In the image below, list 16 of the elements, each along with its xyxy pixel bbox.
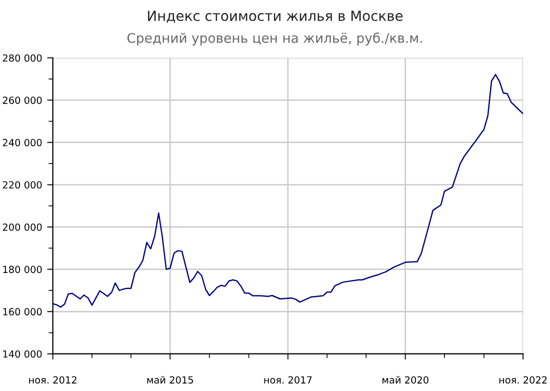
- chart-subtitle: Средний уровень цен на жильё, руб./кв.м.: [127, 32, 422, 46]
- x-tick-label: ноя. 2012: [29, 376, 76, 384]
- y-tick-label: 180 000: [3, 266, 42, 274]
- x-tick-label: ноя. 2017: [264, 376, 312, 384]
- x-tick-label: май 2015: [147, 376, 193, 384]
- x-tick-label: ноя. 2022: [499, 376, 547, 384]
- y-tick-label: 220 000: [2, 181, 42, 189]
- y-tick-label: 240 000: [2, 138, 42, 146]
- chart-title: Индекс стоимости жилья в Москве: [148, 10, 403, 23]
- line-series: [52, 74, 524, 308]
- x-tick-label: май 2020: [382, 376, 428, 384]
- y-tick-label: 160 000: [3, 308, 42, 316]
- y-tick-label: 280 000: [2, 54, 42, 62]
- y-tick-label: 200 000: [2, 223, 42, 231]
- y-tick-label: 260 000: [2, 96, 42, 104]
- y-tick-label: 140 000: [3, 350, 42, 358]
